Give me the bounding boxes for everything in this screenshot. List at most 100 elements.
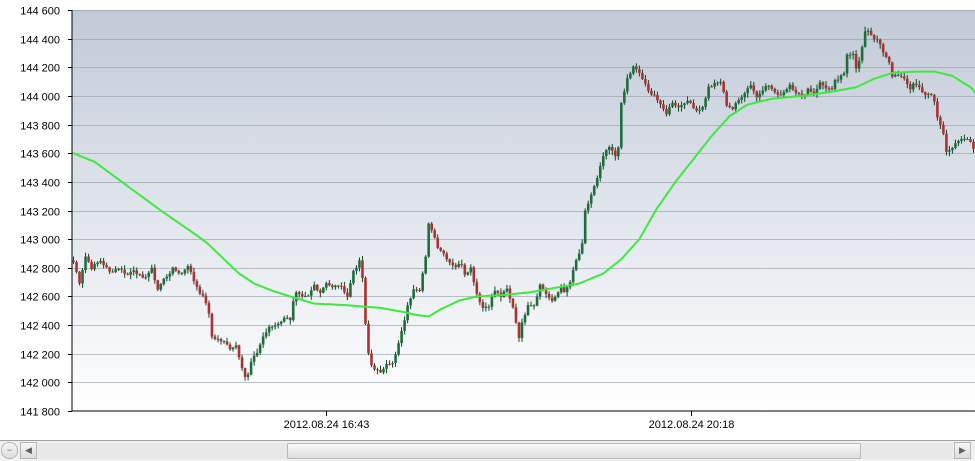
candle — [171, 266, 175, 276]
candle — [430, 221, 433, 233]
candle — [761, 86, 765, 96]
candle — [689, 99, 692, 104]
candle — [713, 79, 716, 90]
candle — [276, 321, 280, 329]
candle — [328, 280, 331, 287]
candle — [653, 90, 656, 97]
candle — [839, 74, 843, 84]
candle — [911, 82, 915, 93]
candle — [930, 93, 933, 96]
candle — [532, 304, 536, 310]
arrow-right-icon[interactable]: ▶ — [954, 442, 971, 459]
candle — [692, 99, 695, 109]
candle — [93, 261, 96, 272]
candle — [523, 312, 527, 326]
candle — [228, 342, 232, 351]
candle — [824, 81, 828, 93]
candle — [674, 100, 677, 108]
arrow-left-icon[interactable]: ◀ — [20, 442, 37, 459]
candle — [216, 335, 220, 343]
candle — [219, 337, 223, 345]
candle — [270, 325, 274, 331]
candle — [309, 286, 313, 300]
candle — [243, 367, 247, 381]
candle — [279, 320, 283, 327]
candle — [601, 152, 605, 170]
scrollbar-thumb[interactable] — [286, 443, 862, 459]
candle — [614, 147, 617, 161]
y-tick-label: 142 200 — [20, 350, 60, 362]
candle — [487, 304, 491, 311]
y-tick-label: 144 200 — [20, 63, 60, 75]
candle — [731, 106, 734, 111]
candle — [153, 264, 157, 284]
candle — [418, 287, 421, 293]
candle — [565, 285, 569, 297]
candle — [319, 288, 322, 298]
candle — [623, 88, 626, 105]
candle — [520, 318, 524, 342]
candle — [72, 256, 75, 265]
candle — [252, 351, 256, 366]
candle — [701, 105, 704, 112]
candle — [644, 74, 647, 87]
candle — [102, 258, 105, 269]
candle — [604, 149, 608, 160]
candle — [352, 269, 355, 286]
candle — [562, 283, 566, 293]
price-chart[interactable]: 141 800 142 000 142 200 142 400 142 600 142 8… — [0, 0, 975, 440]
candle — [749, 81, 753, 90]
candle — [126, 272, 129, 276]
candle — [475, 278, 479, 298]
candle — [84, 252, 87, 274]
y-tick-label: 144 600 — [20, 6, 60, 18]
candle — [704, 96, 707, 110]
candle — [409, 297, 412, 310]
candle — [553, 295, 557, 302]
candle — [921, 83, 924, 93]
candle — [595, 175, 599, 189]
y-tick-label: 143 600 — [20, 149, 60, 161]
candle — [809, 85, 813, 93]
x-tick-label: 2012.08.24 20:18 — [649, 419, 735, 431]
candle — [875, 35, 879, 43]
candle — [400, 327, 403, 347]
scrollbar-track[interactable] — [38, 443, 953, 459]
circle-dash-icon[interactable]: − — [1, 442, 18, 459]
candle — [610, 143, 614, 156]
candle — [132, 266, 136, 276]
candle — [388, 360, 391, 366]
candle — [580, 239, 584, 255]
candle — [936, 97, 939, 121]
candle — [707, 83, 710, 101]
candle — [845, 53, 849, 78]
candle — [650, 88, 653, 96]
candle — [114, 266, 117, 274]
candle — [779, 90, 783, 96]
y-axis-ticks: 141 800 142 000 142 200 142 400 142 600 142 8… — [20, 6, 72, 419]
candle — [656, 91, 659, 104]
candle — [403, 316, 406, 335]
candle — [617, 146, 620, 160]
candle — [755, 90, 759, 102]
candle — [192, 267, 196, 285]
candle — [933, 93, 936, 106]
candle — [291, 298, 295, 322]
candle — [457, 260, 461, 269]
candle — [189, 263, 193, 275]
candle — [927, 92, 930, 99]
candle — [135, 267, 139, 279]
candle — [547, 291, 551, 301]
candle — [87, 253, 90, 263]
candle — [722, 80, 725, 94]
horizontal-scrollbar[interactable]: − ◀ ▶ — [0, 440, 975, 461]
candle — [273, 322, 277, 330]
candle — [526, 301, 530, 317]
candle — [908, 81, 912, 94]
candle — [379, 365, 382, 373]
candle — [574, 258, 578, 272]
candle — [282, 315, 286, 323]
candle — [75, 260, 78, 274]
candle — [466, 271, 470, 276]
candle — [96, 261, 99, 267]
